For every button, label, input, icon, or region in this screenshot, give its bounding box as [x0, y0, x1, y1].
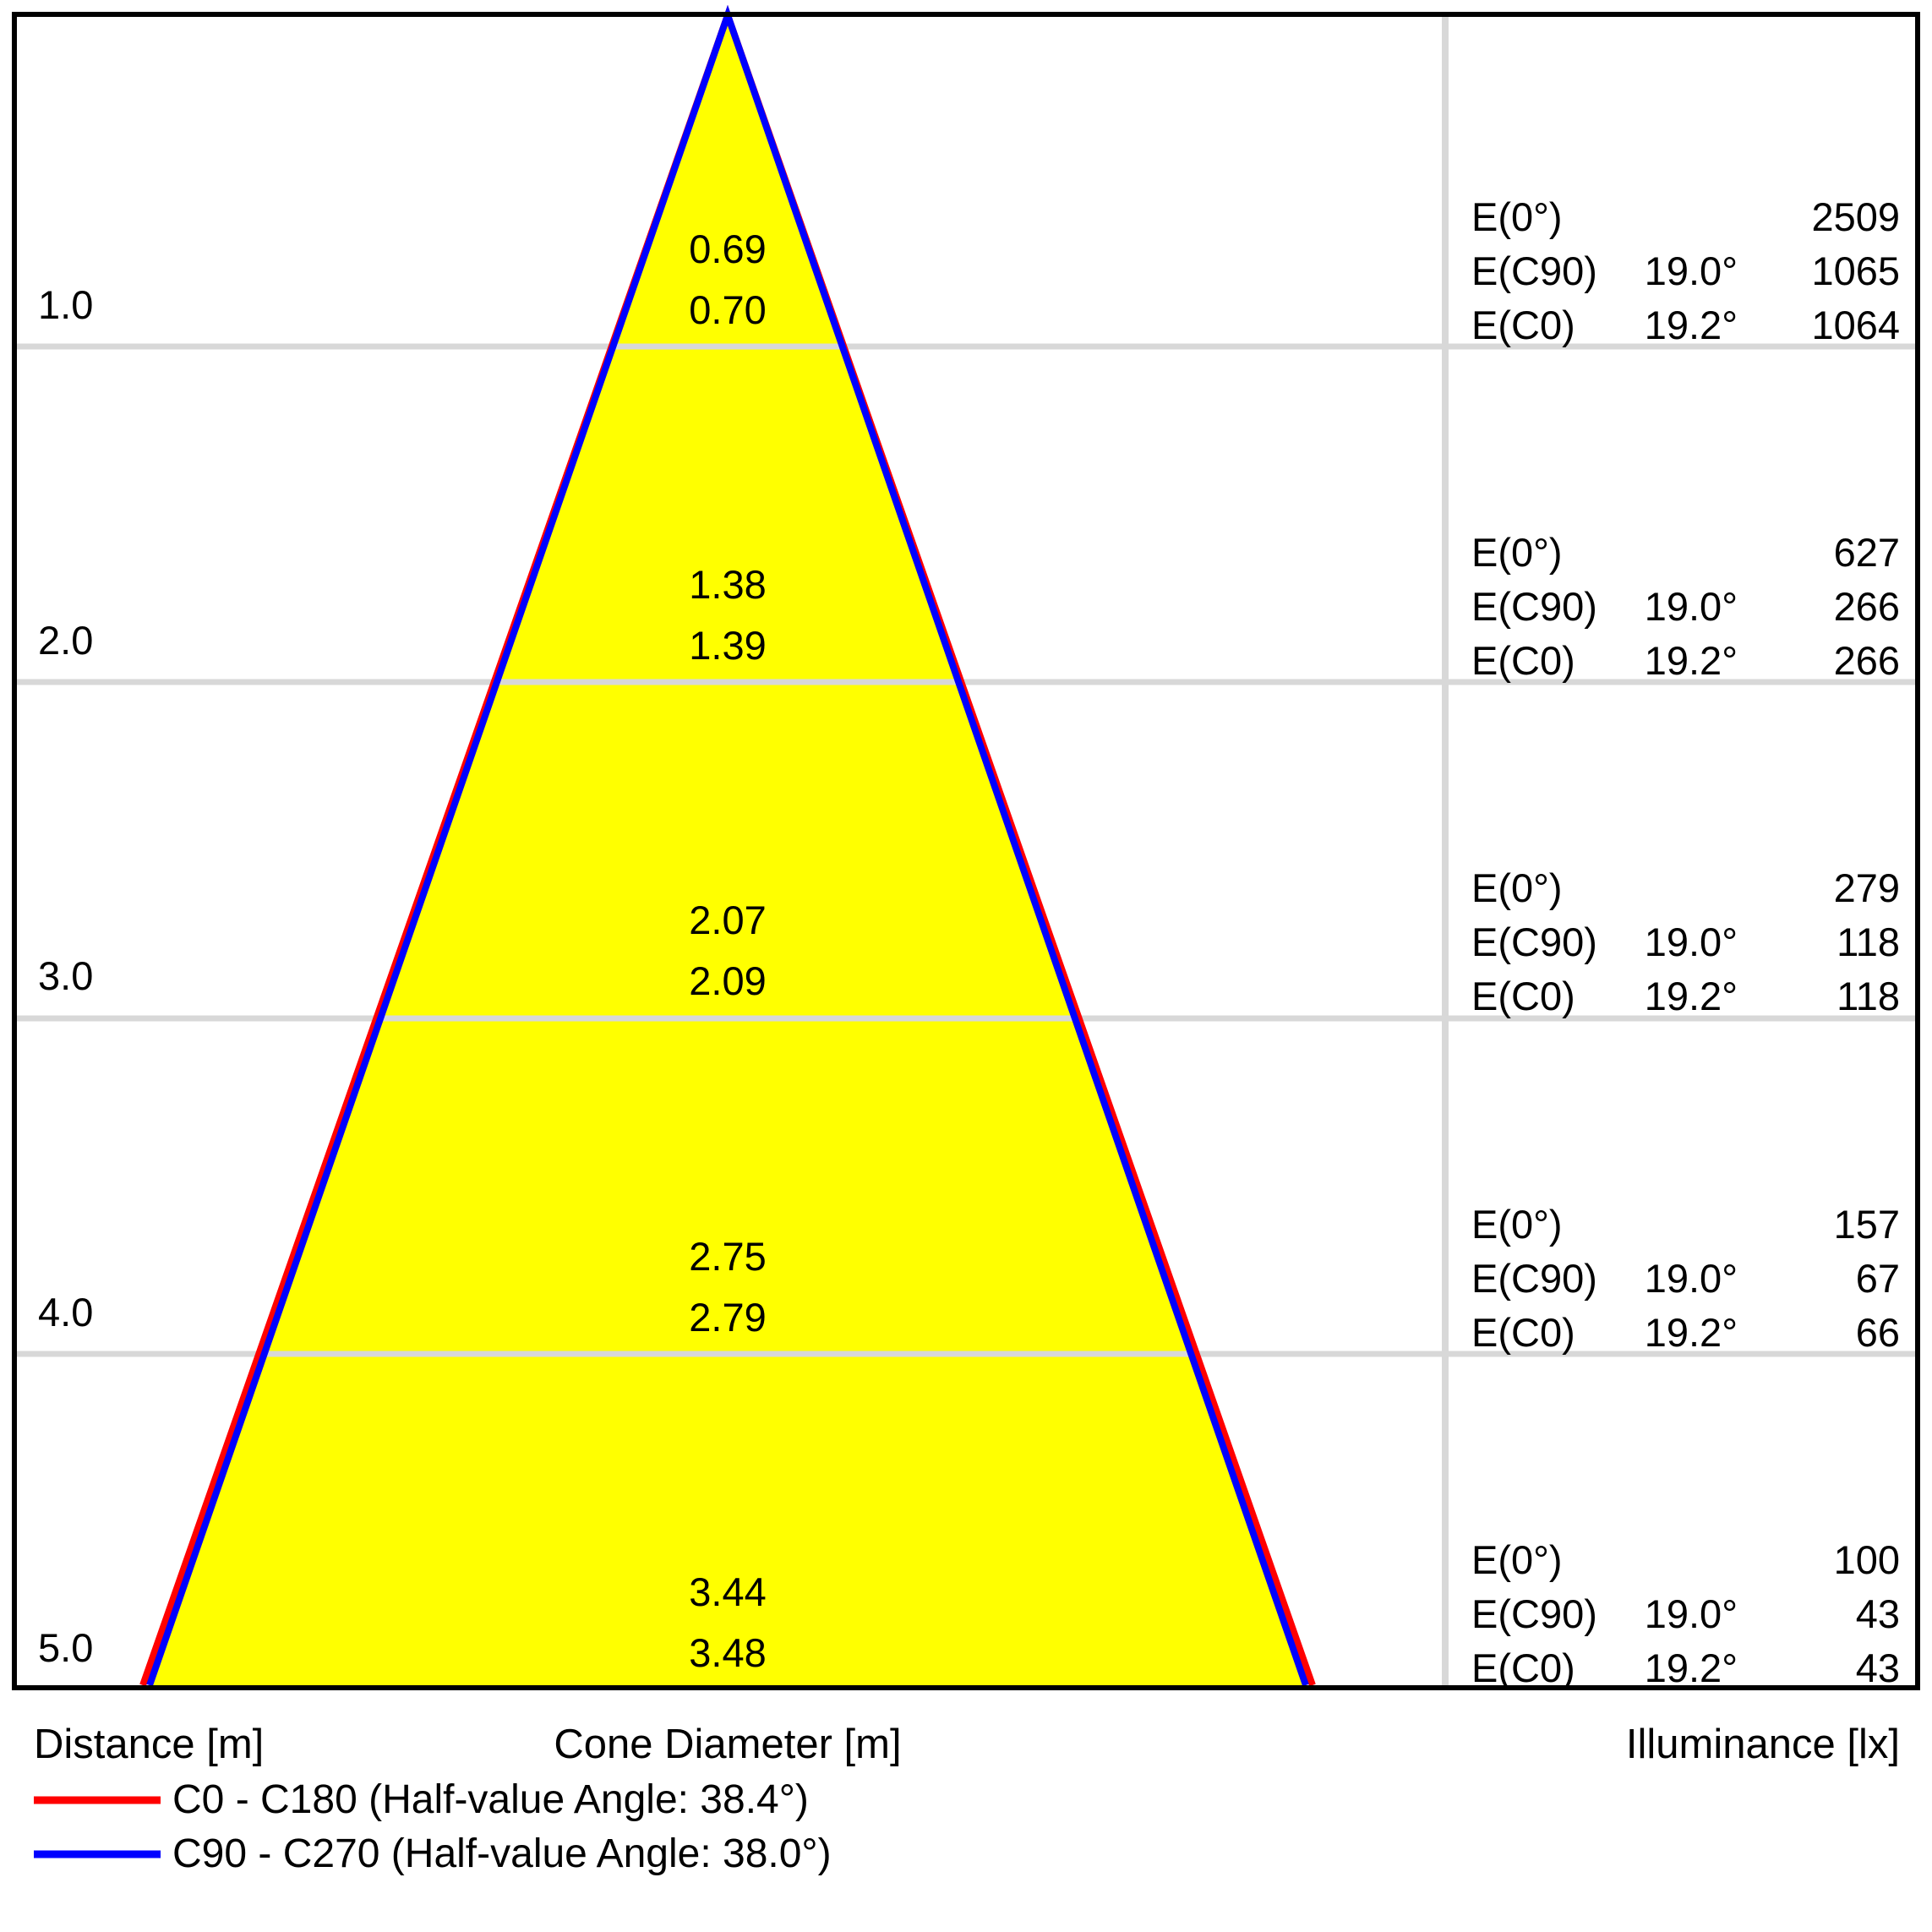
illuminance-row: E(C90) 19.0° 266 [1471, 580, 1900, 634]
distance-label-5m: 5.0 [38, 1625, 94, 1670]
illuminance-row: E(C0) 19.2° 1064 [1471, 298, 1900, 352]
illuminance-row: E(0°) 100 [1471, 1533, 1900, 1587]
e0-value: 627 [1833, 530, 1900, 575]
e0-label: E(0°) [1471, 1202, 1563, 1247]
ec90-value: 118 [1836, 920, 1900, 964]
e0-value: 2509 [1811, 194, 1900, 239]
illuminance-row: E(C0) 19.2° 118 [1471, 969, 1900, 1023]
illuminance-row: E(C90) 19.0° 118 [1471, 915, 1900, 969]
ec90-angle: 19.0° [1644, 584, 1738, 629]
ec0-angle: 19.2° [1644, 1310, 1738, 1355]
illuminance-row: E(C0) 19.2° 266 [1471, 634, 1900, 688]
ec0-angle: 19.2° [1644, 303, 1738, 347]
ec0-label: E(C0) [1471, 303, 1575, 347]
ec0-value: 1064 [1811, 303, 1900, 347]
ec0-value: 266 [1833, 638, 1900, 683]
chart-border [12, 12, 1920, 1690]
ec0-value: 66 [1855, 1310, 1900, 1355]
cone-diameter-c90-5m: 3.44 [689, 1569, 767, 1614]
ec0-angle: 19.2° [1644, 638, 1738, 683]
distance-label-2m: 2.0 [38, 618, 94, 663]
cone-diameter-values-2m: 1.38 1.39 [559, 554, 897, 676]
illuminance-row: E(C0) 19.2° 43 [1471, 1641, 1900, 1695]
cone-diameter-c0-3m: 2.09 [689, 958, 767, 1003]
legend-label-c90-c270: C90 - C270 (Half-value Angle: 38.0°) [172, 1831, 832, 1876]
distance-label-3m: 3.0 [38, 953, 94, 998]
ec0-label: E(C0) [1471, 1645, 1575, 1690]
illuminance-row: E(0°) 2509 [1471, 190, 1900, 244]
cone-diameter-values-3m: 2.07 2.09 [559, 890, 897, 1012]
illuminance-row: E(C90) 19.0° 43 [1471, 1587, 1900, 1641]
cone-diameter-values-5m: 3.44 3.48 [559, 1562, 897, 1684]
ec90-value: 1065 [1811, 248, 1900, 293]
ec0-label: E(C0) [1471, 1310, 1575, 1355]
ec0-label: E(C0) [1471, 974, 1575, 1018]
cone-diameter-c90-1m: 0.69 [689, 226, 767, 271]
illuminance-axis-label: Illuminance [lx] [1625, 1722, 1900, 1767]
ec90-label: E(C90) [1471, 584, 1597, 629]
ec90-label: E(C90) [1471, 248, 1597, 293]
ec90-label: E(C90) [1471, 1256, 1597, 1301]
cone-diameter-values-4m: 2.75 2.79 [559, 1226, 897, 1348]
ec90-label: E(C90) [1471, 920, 1597, 964]
cone-diameter-c0-2m: 1.39 [689, 623, 767, 668]
cone-diameter-c90-3m: 2.07 [689, 898, 767, 942]
ec90-value: 266 [1833, 584, 1900, 629]
c0-c180-legend-line-icon [34, 1796, 161, 1804]
ec0-angle: 19.2° [1644, 974, 1738, 1018]
legend-item-c90-c270: C90 - C270 (Half-value Angle: 38.0°) [34, 1829, 832, 1880]
legend-label-c0-c180: C0 - C180 (Half-value Angle: 38.4°) [172, 1777, 809, 1822]
e0-value: 100 [1833, 1537, 1900, 1582]
e0-label: E(0°) [1471, 865, 1563, 910]
illuminance-block-1m: E(0°) 2509 E(C90) 19.0° 1065 E(C0) 19.2°… [1471, 190, 1900, 352]
illuminance-row: E(C0) 19.2° 66 [1471, 1306, 1900, 1360]
e0-value: 157 [1833, 1202, 1900, 1247]
e0-label: E(0°) [1471, 194, 1563, 239]
distance-label-4m: 4.0 [38, 1290, 94, 1334]
illuminance-block-2m: E(0°) 627 E(C90) 19.0° 266 E(C0) 19.2° 2… [1471, 526, 1900, 688]
cone-fill [150, 15, 1306, 1685]
cone-diameter-axis-label: Cone Diameter [m] [554, 1722, 902, 1767]
illuminance-block-5m: E(0°) 100 E(C90) 19.0° 43 E(C0) 19.2° 43 [1471, 1533, 1900, 1695]
ec90-angle: 19.0° [1644, 920, 1738, 964]
ec90-angle: 19.0° [1644, 1591, 1738, 1636]
legend-item-c0-c180: C0 - C180 (Half-value Angle: 38.4°) [34, 1775, 809, 1826]
cone-diameter-c90-4m: 2.75 [689, 1234, 767, 1279]
illuminance-row: E(0°) 627 [1471, 526, 1900, 580]
ec0-value: 43 [1855, 1645, 1900, 1690]
c90-c270-legend-line-icon [34, 1850, 161, 1858]
illuminance-row: E(0°) 279 [1471, 861, 1900, 915]
distance-label-1m: 1.0 [38, 282, 94, 327]
ec0-angle: 19.2° [1644, 1645, 1738, 1690]
cone-diameter-c90-2m: 1.38 [689, 562, 767, 607]
e0-label: E(0°) [1471, 530, 1563, 575]
distance-axis-label: Distance [m] [34, 1722, 265, 1767]
illuminance-block-4m: E(0°) 157 E(C90) 19.0° 67 E(C0) 19.2° 66 [1471, 1198, 1900, 1360]
cone-diameter-c0-5m: 3.48 [689, 1630, 767, 1675]
e0-value: 279 [1833, 865, 1900, 910]
cone-diameter-c0-1m: 0.70 [689, 287, 767, 332]
cone-diameter-values-1m: 0.69 0.70 [559, 219, 897, 341]
illuminance-row: E(C90) 19.0° 1065 [1471, 244, 1900, 298]
ec0-value: 118 [1836, 974, 1900, 1018]
ec90-label: E(C90) [1471, 1591, 1597, 1636]
illuminance-row: E(C90) 19.0° 67 [1471, 1252, 1900, 1306]
ec90-angle: 19.0° [1644, 1256, 1738, 1301]
illuminance-row: E(0°) 157 [1471, 1198, 1900, 1252]
e0-label: E(0°) [1471, 1537, 1563, 1582]
ec90-angle: 19.0° [1644, 248, 1738, 293]
cone-diameter-c0-4m: 2.79 [689, 1295, 767, 1340]
ec0-label: E(C0) [1471, 638, 1575, 683]
illuminance-block-3m: E(0°) 279 E(C90) 19.0° 118 E(C0) 19.2° 1… [1471, 861, 1900, 1023]
ec90-value: 43 [1855, 1591, 1900, 1636]
ec90-value: 67 [1855, 1256, 1900, 1301]
